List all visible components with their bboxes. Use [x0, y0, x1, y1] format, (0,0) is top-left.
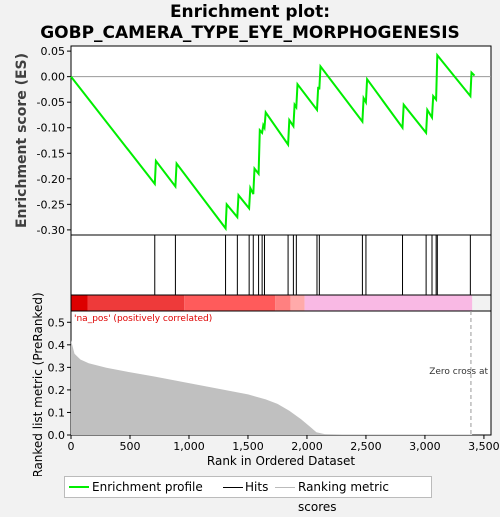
legend-swatch-hits	[223, 487, 243, 488]
ranking-metric-area	[71, 340, 473, 435]
es-panel	[70, 45, 492, 236]
chart-title: Enrichment plot: GOBP_CAMERA_TYPE_EYE_MO…	[0, 2, 500, 44]
hits-lines	[154, 235, 471, 295]
es-y-tick-label: -0.05	[37, 96, 65, 109]
enrichment-profile-line	[70, 52, 476, 232]
heat-band	[290, 295, 305, 311]
es-y-tick-label: -0.15	[37, 147, 65, 160]
ranking-heat-bar	[70, 294, 492, 312]
heat-band	[71, 295, 88, 311]
heat-band	[184, 295, 276, 311]
es-y-tick-label: 0.00	[41, 71, 66, 84]
legend-label-ranking: Ranking metric scores	[298, 480, 389, 514]
es-y-tick-label: -0.20	[37, 173, 65, 186]
metric-y-axis: 0.0 0.1 0.2 0.3 0.4 0.5	[48, 316, 71, 442]
es-y-tick-label: -0.30	[37, 224, 65, 237]
x-tick-label: 1,000	[173, 440, 205, 453]
legend: Enrichment profile Hits Ranking metric s…	[64, 476, 432, 514]
heat-band	[304, 295, 473, 311]
x-tick-label: 0	[68, 440, 75, 453]
metric-y-tick-label: 0.4	[48, 339, 66, 352]
metric-y-tick-label: 0.2	[48, 384, 66, 397]
es-y-tick-label: 0.05	[41, 45, 66, 58]
metric-y-tick-label: 0.5	[48, 316, 66, 329]
es-y-axis: 0.05 0.00 -0.05 -0.10 -0.15 -0.20 -0.25 -0.30	[37, 45, 71, 237]
heat-band	[87, 295, 185, 311]
x-tick-label: 2,000	[291, 440, 323, 453]
x-axis-label: Rank in Ordered Dataset	[207, 454, 355, 468]
chart-title-line-1: Enrichment plot:	[169, 2, 331, 22]
legend-swatch-ranking	[275, 487, 295, 488]
x-tick-label: 3,000	[409, 440, 441, 453]
legend-label-enrichment: Enrichment profile	[92, 480, 203, 494]
positive-correlation-label: 'na_pos' (positively correlated)	[74, 314, 212, 324]
x-axis: 0 500 1,000 1,500 2,000 2,500 3,000 3,500	[68, 435, 500, 453]
metric-y-axis-label: Ranked list metric (PreRanked)	[31, 292, 45, 476]
x-tick-label: 500	[119, 440, 140, 453]
metric-y-tick-label: 0.1	[48, 406, 66, 419]
legend-label-hits: Hits	[245, 480, 269, 494]
es-y-axis-label: Enrichment score (ES)	[14, 53, 30, 228]
enrichment-plot: 0.05 0.00 -0.05 -0.10 -0.15 -0.20 -0.25 -0.30 E…	[14, 45, 500, 476]
legend-swatch-enrichment	[69, 486, 89, 488]
x-tick-label: 2,500	[350, 440, 382, 453]
x-tick-label: 1,500	[232, 440, 264, 453]
heat-band	[275, 295, 291, 311]
hits-panel	[70, 234, 492, 296]
metric-y-tick-label: 0.3	[48, 361, 66, 374]
x-tick-label: 3,500	[468, 440, 500, 453]
es-y-tick-label: -0.25	[37, 198, 65, 211]
zero-cross-label: Zero cross at	[429, 367, 488, 377]
es-y-tick-label: -0.10	[37, 122, 65, 135]
metric-y-tick-label: 0.0	[48, 429, 66, 442]
chart-title-line-2: GOBP_CAMERA_TYPE_EYE_MORPHOGENESIS	[40, 23, 460, 43]
